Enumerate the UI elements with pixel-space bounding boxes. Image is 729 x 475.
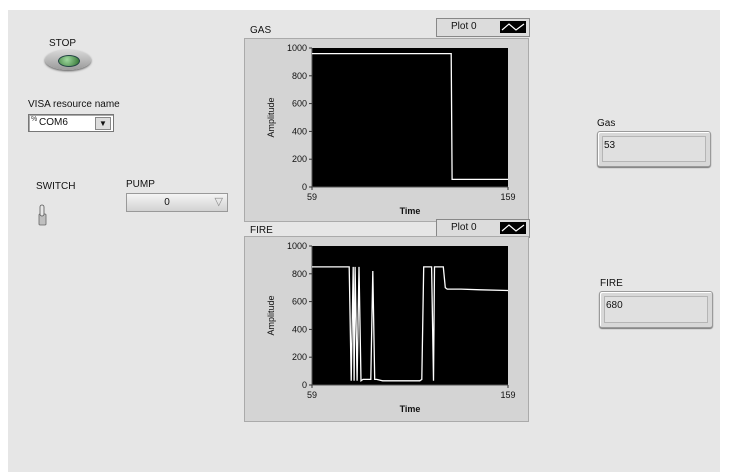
fire-x-tick-label: 59 — [307, 390, 317, 400]
dropdown-arrow-icon[interactable]: ▼ — [95, 117, 111, 130]
fire-x-axis-label: Time — [400, 404, 421, 414]
fire-graph: 0 200 400 600 800 1000 59 159 Time Amplitude — [244, 236, 529, 422]
gas-y-tick-label: 400 — [292, 126, 307, 136]
visa-resource-label: VISA resource name — [28, 99, 120, 110]
visa-prefix-icon: % — [31, 116, 38, 123]
gas-series-line — [312, 52, 508, 181]
fire-legend-label: Plot 0 — [451, 222, 477, 233]
fire-y-tick-label: 800 — [292, 269, 307, 279]
fire-series-line — [312, 266, 509, 383]
gas-indicator-display — [602, 136, 706, 162]
gas-y-tick-label: 800 — [292, 71, 307, 81]
gas-plot-legend[interactable]: Plot 0 — [436, 18, 530, 37]
fire-plot-area — [312, 246, 508, 385]
gas-value: 53 — [604, 140, 616, 151]
fire-y-tick-label: 600 — [292, 297, 307, 307]
gas-x-axis-label: Time — [400, 206, 421, 216]
gas-y-tick-label: 0 — [302, 182, 307, 192]
gas-x-tick-label: 159 — [500, 192, 515, 202]
pump-label: PUMP — [126, 179, 155, 190]
stop-led-icon — [58, 55, 80, 67]
fire-indicator-display — [604, 296, 708, 323]
switch-label: SWITCH — [36, 181, 76, 192]
line-plot-icon — [500, 222, 526, 234]
gas-y-tick-label: 200 — [292, 154, 307, 164]
fire-y-tick-label: 1000 — [287, 241, 307, 251]
fire-y-axis-label: Amplitude — [266, 295, 276, 335]
gas-graph: 0 200 400 600 800 1000 59 159 Time Amplitude — [244, 38, 529, 222]
gas-legend-label: Plot 0 — [451, 21, 477, 32]
fire-y-tick-label: 200 — [292, 352, 307, 362]
fire-value: 680 — [606, 300, 623, 311]
pump-ring-control[interactable]: 0 ▽ — [126, 193, 228, 212]
gas-x-tick-label: 59 — [307, 192, 317, 202]
fire-indicator: 680 — [599, 291, 713, 328]
gas-y-tick-label: 600 — [292, 99, 307, 109]
fire-chart-svg: 0 200 400 600 800 1000 59 159 Time Amplitude — [266, 241, 516, 414]
gas-indicator-label: Gas — [597, 118, 616, 129]
dropdown-triangle-icon[interactable]: ▽ — [214, 196, 223, 208]
line-plot-icon — [500, 21, 526, 33]
fire-graph-title: FIRE — [250, 225, 273, 236]
visa-resource-select[interactable]: % COM6 ▼ — [28, 114, 114, 132]
gas-graph-title: GAS — [250, 25, 272, 36]
gas-y-tick-label: 1000 — [287, 43, 307, 53]
gas-chart-svg: 0 200 400 600 800 1000 59 159 Time Amplitude — [266, 43, 516, 216]
stop-button[interactable] — [45, 50, 91, 70]
gas-plot-area — [312, 48, 508, 187]
toggle-switch-icon[interactable] — [36, 204, 48, 226]
fire-y-tick-label: 0 — [302, 380, 307, 390]
gas-y-axis-label: Amplitude — [266, 97, 276, 137]
pump-value: 0 — [164, 197, 170, 208]
fire-x-tick-label: 159 — [500, 390, 515, 400]
fire-plot-legend[interactable]: Plot 0 — [436, 219, 530, 238]
stop-label: STOP — [49, 38, 77, 49]
visa-resource-value: COM6 — [39, 117, 68, 128]
fire-indicator-label: FIRE — [600, 278, 623, 289]
gas-indicator: 53 — [597, 131, 711, 167]
fire-y-tick-label: 400 — [292, 324, 307, 334]
